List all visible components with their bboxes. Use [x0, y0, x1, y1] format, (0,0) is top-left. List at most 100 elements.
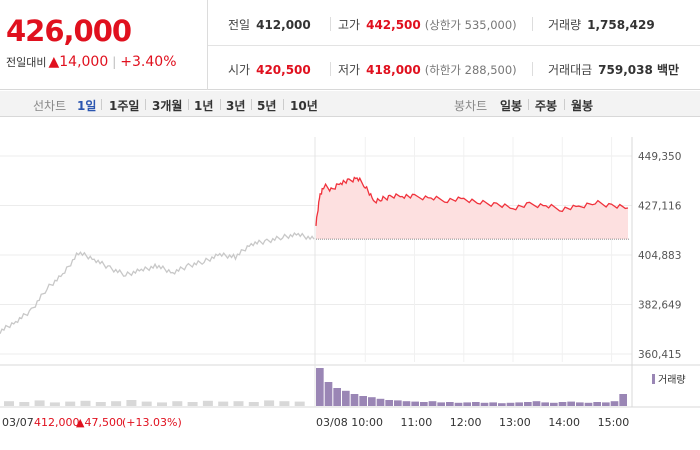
x-tick-label: 12:00: [450, 416, 482, 429]
volume: 거래량 1,758,429: [548, 16, 655, 33]
change-separator: |: [112, 55, 117, 69]
prev-close: 전일 412,000: [228, 16, 311, 33]
x-tick-label: 13:00: [499, 416, 531, 429]
y-tick-label: 360,415: [638, 349, 681, 361]
today-line: [315, 176, 629, 226]
line-chart-label: 선차트: [33, 99, 67, 113]
toolbar-separator: [251, 99, 252, 110]
prev-close-value: 412,000: [256, 18, 311, 32]
volume-bar-prev: [279, 401, 290, 406]
volume-bar-prev: [80, 400, 91, 406]
x-tick-label: 11:00: [401, 416, 433, 429]
volume-bar-prev: [111, 401, 122, 406]
volume-bar-today: [610, 401, 619, 406]
volume-bar-today: [428, 401, 437, 406]
volume-bar-today: [602, 402, 610, 406]
y-tick-label: 382,649: [638, 299, 681, 311]
stat-separator: [330, 62, 331, 76]
volume-legend-label: 거래량: [658, 374, 686, 386]
today-series: [315, 176, 630, 240]
volume-bar-today: [324, 382, 333, 406]
volume-bar-today: [584, 402, 593, 406]
volume-bar-prev: [126, 400, 137, 406]
current-price: 426,000: [6, 14, 132, 48]
toolbar-separator: [101, 99, 102, 110]
volume-legend-swatch: [652, 374, 655, 384]
volume-bar-prev: [157, 402, 167, 406]
volume-value: 1,758,429: [587, 18, 655, 32]
volume-bar-today: [454, 402, 463, 406]
quote-header: 426,000 전일대비 ▲14,000 | +3.40% 전일 412,000 고가 4…: [0, 0, 700, 90]
prev-day-date: 03/07: [2, 416, 34, 429]
open: 시가 420,500: [228, 61, 311, 78]
volume-bar-today: [316, 368, 324, 406]
volume-bar-today: [472, 402, 480, 406]
candle-monthly[interactable]: 월봉: [571, 99, 594, 113]
chart-toolbar: 선차트 1일 1주일 3개월 1년 3년 5년 10년 봉차트 일봉 주봉 월봉: [0, 91, 700, 117]
volume-bar-prev: [65, 401, 76, 406]
amount-label: 거래대금: [548, 63, 593, 77]
volume-bar-prev: [172, 401, 183, 406]
volume-bar-today: [394, 400, 402, 406]
volume-bar-today: [463, 402, 471, 406]
prev-close-label: 전일: [228, 18, 251, 32]
candle-daily[interactable]: 일봉: [500, 99, 523, 113]
volume-bar-today: [532, 401, 541, 406]
change-percent: +3.40%: [120, 54, 177, 70]
volume-bar-today: [350, 394, 359, 406]
volume-bar-prev: [294, 401, 305, 406]
low-value: 418,000: [366, 63, 421, 77]
toolbar-separator: [528, 99, 529, 110]
high-value: 442,500: [366, 18, 421, 32]
volume-bar-prev: [202, 400, 213, 406]
volume-bar-prev: [264, 400, 275, 406]
volume-bar-today: [619, 394, 627, 406]
trade-amount: 거래대금 759,038 백만: [548, 61, 679, 78]
stat-separator: [330, 17, 331, 31]
period-5y[interactable]: 5년: [257, 99, 277, 113]
stat-separator: [532, 62, 533, 76]
price-chart[interactable]: 449,350 427,116 404,883 382,649 360,415 03/0…: [0, 117, 700, 450]
open-label: 시가: [228, 63, 251, 77]
prev-day-series: [0, 231, 315, 335]
x-tick-label: 15:00: [598, 416, 630, 429]
period-1w[interactable]: 1주일: [109, 99, 140, 113]
y-axis: 449,350 427,116 404,883 382,649 360,415: [638, 151, 682, 361]
candle-weekly[interactable]: 주봉: [535, 99, 558, 113]
volume-bar-today: [541, 402, 549, 406]
amount-value: 759,038 백만: [598, 63, 680, 77]
volume-bar-today: [359, 396, 367, 406]
volume-bar-prev: [233, 401, 244, 406]
stats-divider: [208, 45, 700, 46]
volume-legend: 거래량: [652, 374, 686, 386]
volume-bar-today: [342, 390, 350, 406]
stat-separator: [532, 17, 533, 31]
toolbar-separator: [283, 99, 284, 110]
toolbar-separator: [564, 99, 565, 110]
upper-limit: (상한가 535,000): [424, 18, 517, 32]
period-3y[interactable]: 3년: [226, 99, 246, 113]
low: 저가 418,000 (하한가 288,500): [338, 61, 517, 78]
prev-day-line: [0, 231, 315, 335]
volume-bar-prev: [218, 401, 229, 406]
period-1d[interactable]: 1일: [77, 99, 97, 113]
volume-bar-today: [524, 402, 532, 406]
volume-bar-today: [489, 402, 497, 406]
stats-grid: 전일 412,000 고가 442,500 (상한가 535,000) 거래량 1,75…: [208, 0, 700, 90]
period-1y[interactable]: 1년: [194, 99, 214, 113]
period-3m[interactable]: 3개월: [152, 99, 183, 113]
toolbar-separator: [188, 99, 189, 110]
open-value: 420,500: [256, 63, 311, 77]
period-10y[interactable]: 10년: [290, 99, 318, 113]
y-tick-label: 404,883: [638, 250, 681, 262]
y-tick-label: 427,116: [638, 201, 682, 213]
change-row: 전일대비 ▲14,000 | +3.40%: [6, 54, 177, 70]
volume-bar-prev: [19, 402, 30, 406]
volume-bar-today: [437, 402, 445, 406]
volume-bar-today: [333, 388, 341, 406]
x-tick-label: 03/08: [316, 416, 348, 429]
chart-grid: [0, 137, 700, 408]
volume-bar-today: [480, 402, 489, 406]
prev-day-percent: (+13.03%): [122, 416, 182, 429]
volume-bar-prev: [4, 401, 14, 406]
